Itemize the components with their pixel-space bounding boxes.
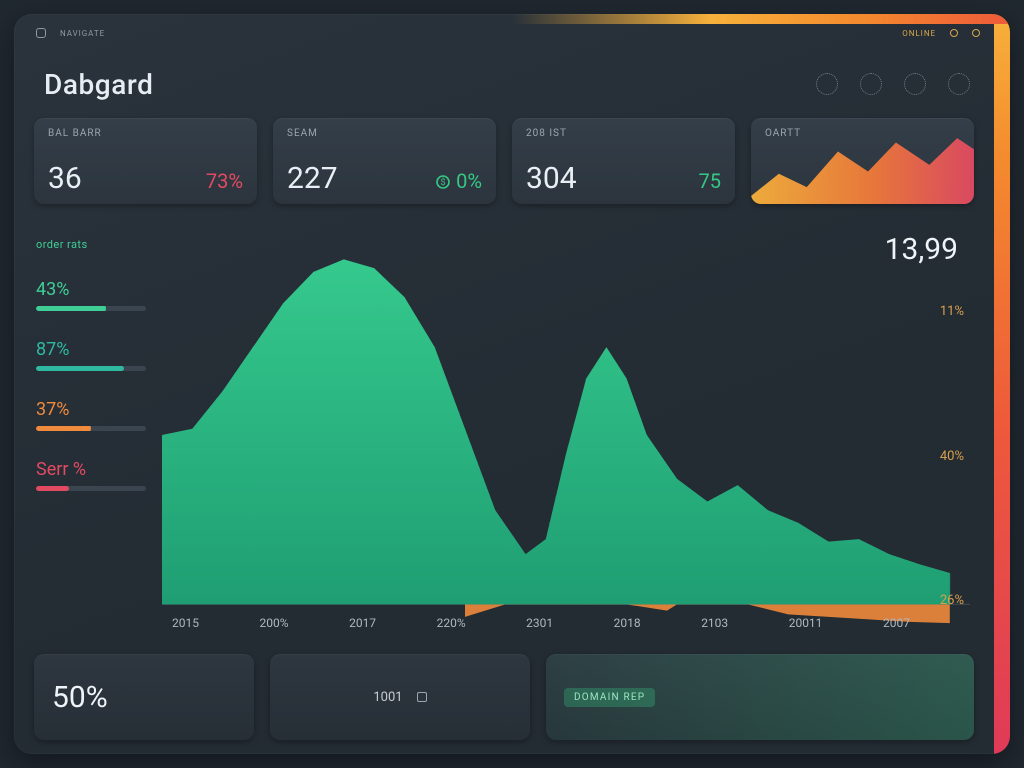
rail-metric: 43%: [36, 279, 146, 311]
page-title: Dabgard: [44, 68, 153, 101]
footer-panel-mid[interactable]: 1001: [270, 654, 530, 740]
metrics-rail: order rats 43% 87% 37% Serr %: [36, 232, 146, 642]
footer-panel-tag[interactable]: DOMAIN REP: [546, 654, 974, 740]
footer-panel-pct[interactable]: 50%: [34, 654, 254, 740]
footer-big-pct: 50%: [52, 680, 108, 715]
chart-x-axis: 2015 200% 2017 220% 2301 2018 2103 20011…: [172, 616, 910, 642]
y-tick: 40%: [940, 449, 964, 464]
rail-metric-label: Serr %: [36, 459, 146, 480]
stat-label: 208 IST: [526, 128, 721, 139]
stat-card-sparkline[interactable]: OARTT: [751, 118, 974, 204]
x-tick: 20011: [789, 616, 823, 642]
app-panel: NAVIGATE ONLINE Dabgard BAL BARR 36 73% …: [14, 14, 1010, 754]
x-tick: 2103: [701, 616, 728, 642]
x-tick: 2007: [883, 616, 910, 642]
footer-mid-value: 1001: [373, 690, 402, 705]
stat-label: BAL BARR: [48, 128, 243, 139]
rail-metric-bar[interactable]: [36, 366, 146, 371]
accent-rim-right: [994, 14, 1010, 754]
chart-y-labels: 11% 40% 26%: [940, 304, 964, 608]
microbar-left-label: NAVIGATE: [60, 29, 105, 38]
header-action-icon[interactable]: [948, 73, 970, 95]
y-tick: 26%: [940, 593, 964, 608]
rail-title: order rats: [36, 238, 146, 251]
rail-metric-bar[interactable]: [36, 306, 146, 311]
microbar: NAVIGATE ONLINE: [36, 24, 980, 42]
rail-metric: 87%: [36, 339, 146, 371]
footer-row: 50% 1001 DOMAIN REP: [34, 654, 974, 740]
checkbox-icon[interactable]: [417, 692, 427, 702]
stat-pct: $ 0%: [435, 169, 482, 193]
slider-knob-icon[interactable]: [95, 306, 106, 311]
stat-pct: 75: [699, 169, 721, 193]
stat-pct: 73%: [206, 169, 243, 193]
x-tick: 2018: [614, 616, 641, 642]
rail-metric-label: 43%: [36, 279, 146, 300]
rail-metric: Serr %: [36, 459, 146, 491]
svg-text:$: $: [441, 177, 446, 188]
main-chart: 13,99 11% 40% 26% 2015 200%: [162, 228, 970, 642]
status-dot-icon: [972, 29, 980, 37]
menu-icon[interactable]: [36, 28, 46, 38]
rail-metric: 37%: [36, 399, 146, 431]
x-tick: 2301: [526, 616, 553, 642]
x-tick: 2017: [349, 616, 376, 642]
x-tick: 200%: [260, 616, 289, 642]
stat-card[interactable]: SEAM 227 $ 0%: [273, 118, 496, 204]
accent-rim-top: [512, 14, 1010, 24]
chart-headline-value: 13,99: [885, 232, 958, 267]
stat-value: 227: [287, 161, 338, 196]
stat-card[interactable]: BAL BARR 36 73%: [34, 118, 257, 204]
header: Dabgard: [44, 62, 970, 106]
header-action-icon[interactable]: [860, 73, 882, 95]
coin-icon: $: [435, 174, 451, 190]
rail-metric-bar[interactable]: [36, 486, 146, 491]
stat-label: SEAM: [287, 128, 482, 139]
header-action-icon[interactable]: [816, 73, 838, 95]
header-action-icon[interactable]: [904, 73, 926, 95]
header-icon-group: [816, 73, 970, 95]
x-tick: 2015: [172, 616, 199, 642]
stat-value: 304: [526, 161, 577, 196]
area-chart-svg: [162, 228, 970, 642]
stat-card-row: BAL BARR 36 73% SEAM 227 $ 0% 208 IST: [34, 118, 974, 204]
slider-knob-icon[interactable]: [80, 426, 91, 431]
microbar-right-label: ONLINE: [902, 29, 936, 38]
x-tick: 220%: [437, 616, 466, 642]
stat-card[interactable]: 208 IST 304 75: [512, 118, 735, 204]
rail-metric-label: 87%: [36, 339, 146, 360]
y-tick: 11%: [940, 304, 964, 319]
stat-value: 36: [48, 161, 82, 196]
status-dot-icon: [950, 29, 958, 37]
rail-metric-bar[interactable]: [36, 426, 146, 431]
footer-tag-label: DOMAIN REP: [564, 688, 655, 707]
rail-metric-label: 37%: [36, 399, 146, 420]
stat-label: OARTT: [765, 128, 960, 139]
